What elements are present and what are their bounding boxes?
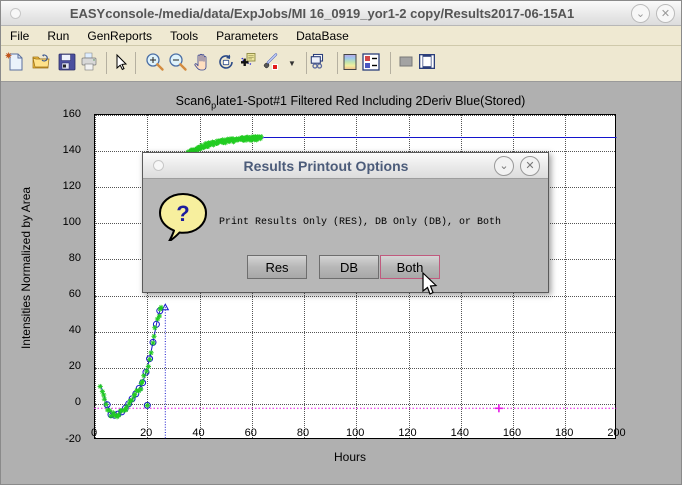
svg-text:?: ? (176, 201, 189, 226)
